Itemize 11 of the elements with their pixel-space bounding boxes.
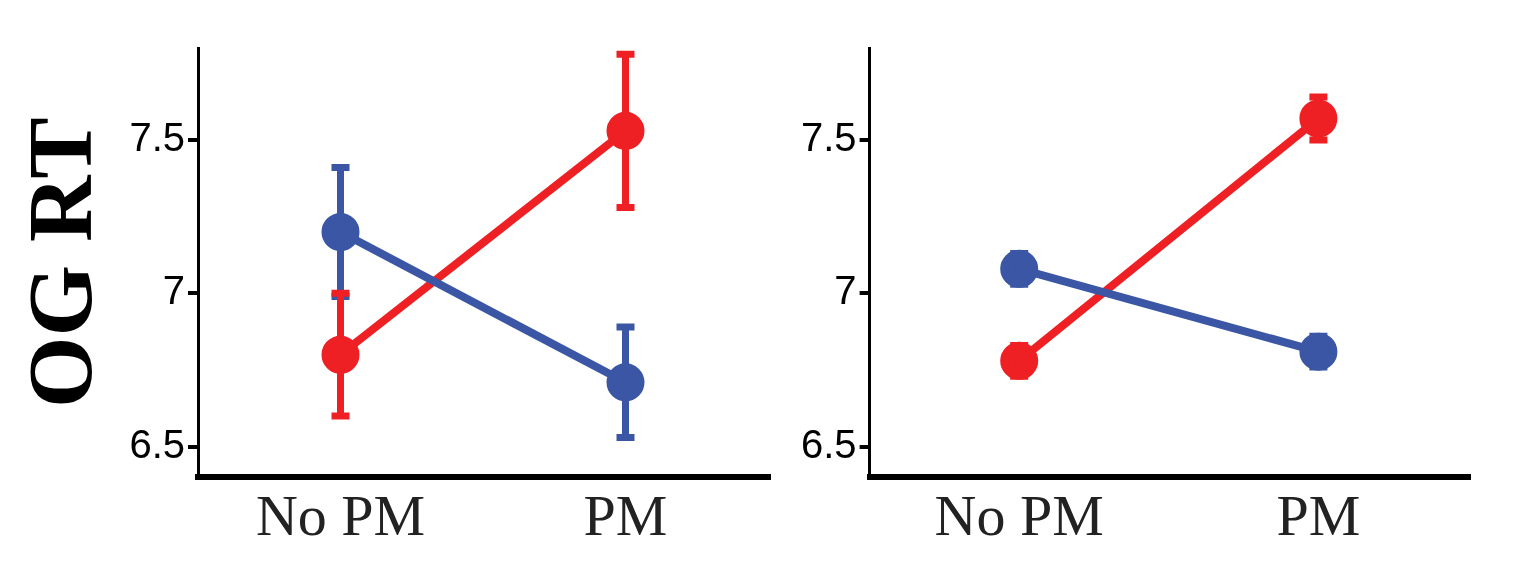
y-tick-label: 7.5 — [129, 115, 186, 160]
y-tick-label: 7.5 — [801, 115, 857, 160]
y-axis-title: OG RT — [8, 117, 111, 409]
y-tick-label: 7 — [834, 268, 857, 313]
y-tick-label: 7 — [162, 268, 186, 313]
y-tick-label: 6.5 — [801, 421, 857, 466]
x-tick-label: No PM — [255, 483, 426, 549]
x-tick-label: PM — [583, 483, 668, 549]
x-tick-label: No PM — [934, 483, 1104, 549]
y-tick-label: 6.5 — [129, 421, 186, 466]
x-tick-label: PM — [1276, 483, 1361, 549]
